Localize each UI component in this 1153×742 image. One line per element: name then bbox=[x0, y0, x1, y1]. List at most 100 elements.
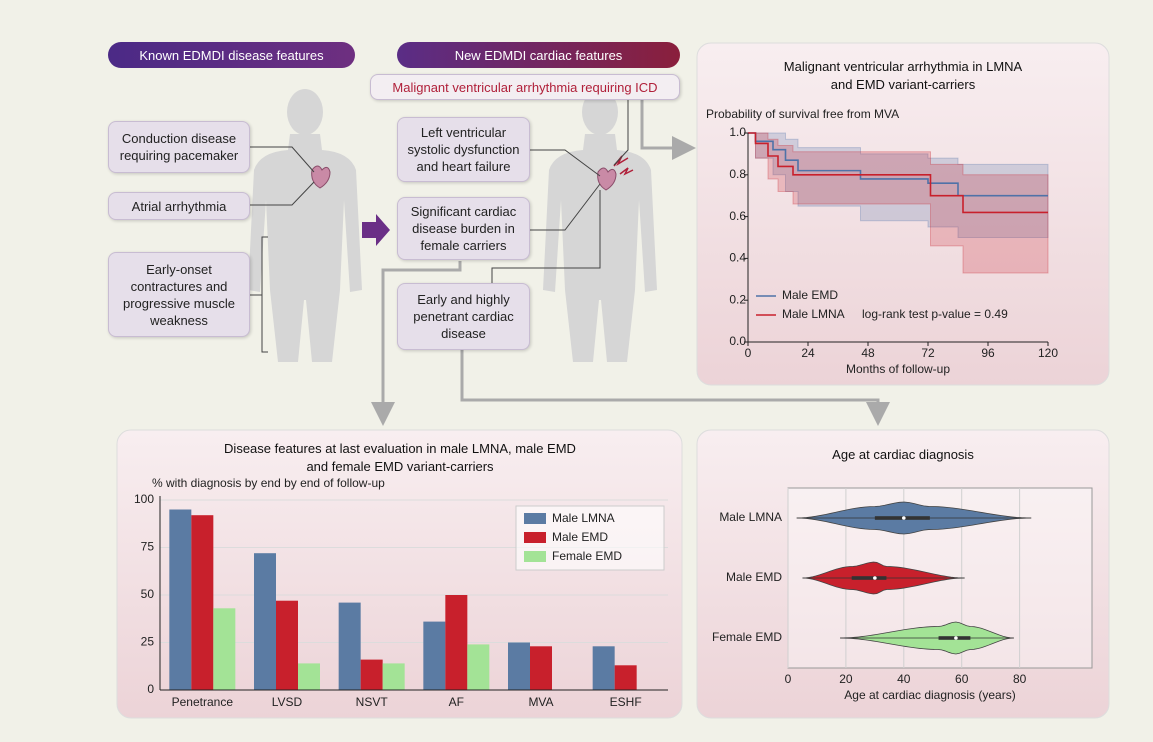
legend-swatch bbox=[524, 513, 546, 524]
y-tick-label: 0.2 bbox=[729, 292, 746, 306]
legend-label: Female EMD bbox=[552, 549, 622, 563]
x-axis-label: Months of follow-up bbox=[846, 362, 950, 376]
x-tick-label: 24 bbox=[801, 346, 815, 360]
arrow bbox=[640, 100, 696, 160]
connector bbox=[491, 190, 601, 283]
legend-swatch bbox=[524, 551, 546, 562]
connector bbox=[530, 149, 601, 177]
x-tick-label: 0 bbox=[785, 672, 792, 686]
y-tick-label: 0.4 bbox=[729, 251, 746, 265]
x-tick-label: 48 bbox=[861, 346, 875, 360]
x-tick-label: 72 bbox=[921, 346, 935, 360]
median bbox=[954, 636, 958, 640]
bar bbox=[614, 665, 637, 690]
y-tick-label: 100 bbox=[134, 492, 154, 506]
bar bbox=[213, 608, 236, 690]
median bbox=[873, 576, 877, 580]
x-tick-label: 40 bbox=[897, 672, 911, 686]
survival-line bbox=[748, 132, 1048, 197]
bar bbox=[169, 509, 192, 690]
connector bbox=[613, 100, 629, 166]
bar bbox=[191, 515, 214, 690]
x-tick-label: NSVT bbox=[356, 695, 389, 709]
survival-line bbox=[748, 132, 1048, 214]
y-tick-label: 0.8 bbox=[729, 167, 746, 181]
y-tick-label: 75 bbox=[141, 540, 155, 554]
legend-label: Male LMNA bbox=[782, 307, 845, 321]
x-tick-label: 20 bbox=[839, 672, 853, 686]
connector bbox=[530, 183, 601, 231]
feature-box: Atrial arrhythmia bbox=[108, 192, 250, 220]
y-tick-label: 0.6 bbox=[729, 209, 746, 223]
category-label: Male EMD bbox=[726, 570, 782, 584]
bar bbox=[360, 659, 383, 690]
ci-band bbox=[748, 132, 1049, 274]
feature-box: Early and highly penetrant cardiac disea… bbox=[397, 283, 530, 350]
y-axis-label: % with diagnosis by end by end of follow… bbox=[152, 476, 385, 490]
legend-label: Male LMNA bbox=[552, 511, 615, 525]
bar bbox=[508, 642, 530, 690]
y-tick-label: 0 bbox=[147, 682, 154, 696]
iqr-box bbox=[851, 576, 887, 580]
arrow bbox=[371, 261, 462, 426]
legend-swatch bbox=[524, 532, 546, 543]
arrows bbox=[371, 100, 890, 426]
connectors bbox=[250, 100, 629, 353]
feature-box: Conduction disease requiring pacemaker bbox=[108, 121, 250, 173]
legend-label: Male EMD bbox=[552, 530, 608, 544]
y-tick-label: 25 bbox=[141, 635, 155, 649]
bar bbox=[592, 646, 615, 690]
x-tick-label: LVSD bbox=[272, 695, 303, 709]
purple-arrow bbox=[362, 214, 390, 246]
bar bbox=[423, 621, 446, 690]
x-axis-label: Age at cardiac diagnosis (years) bbox=[844, 688, 1015, 702]
header-new: New EDMDI cardiac features bbox=[397, 42, 680, 68]
chart-title: Malignant ventricular arrhythmia in LMNA… bbox=[783, 59, 1023, 92]
header-known: Known EDMDI disease features bbox=[108, 42, 355, 68]
y-tick-label: 50 bbox=[141, 587, 155, 601]
x-tick-label: AF bbox=[449, 695, 464, 709]
chart-title: Disease features at last evaluation in m… bbox=[224, 441, 576, 474]
arrow bbox=[460, 350, 890, 426]
bar bbox=[338, 602, 361, 690]
feature-box: Left ventricular systolic dysfunction an… bbox=[397, 117, 530, 182]
heart bbox=[311, 165, 331, 189]
ci-band bbox=[748, 132, 1049, 238]
x-tick-label: ESHF bbox=[610, 695, 642, 709]
y-tick-label: 1.0 bbox=[729, 125, 746, 139]
feature-box: Early-onset contractures and progressive… bbox=[108, 252, 250, 337]
head bbox=[287, 89, 323, 135]
bar bbox=[298, 663, 320, 690]
body bbox=[248, 134, 362, 362]
x-tick-label: Penetrance bbox=[172, 695, 234, 709]
connector bbox=[250, 146, 315, 173]
x-tick-label: 96 bbox=[981, 346, 995, 360]
y-tick-label: 0.0 bbox=[729, 334, 746, 348]
x-tick-label: 0 bbox=[745, 346, 752, 360]
median bbox=[902, 516, 906, 520]
bar bbox=[276, 600, 298, 690]
panel bbox=[696, 42, 1110, 386]
bar bbox=[382, 663, 405, 690]
mva-label: Malignant ventricular arrhythmia requiri… bbox=[370, 74, 680, 100]
bar bbox=[254, 553, 276, 690]
x-tick-label: MVA bbox=[528, 695, 553, 709]
category-label: Male LMNA bbox=[719, 510, 782, 524]
annotation: log-rank test p-value = 0.49 bbox=[862, 307, 1008, 321]
bar bbox=[467, 644, 490, 690]
legend-label: Male EMD bbox=[782, 288, 838, 302]
connector bbox=[250, 181, 315, 206]
bar bbox=[445, 595, 468, 690]
chart-title: Age at cardiac diagnosis bbox=[832, 447, 974, 462]
x-tick-label: 120 bbox=[1038, 346, 1058, 360]
bracket bbox=[250, 236, 268, 353]
feature-box: Significant cardiac disease burden in fe… bbox=[397, 197, 530, 260]
y-axis-label: Probability of survival free from MVA bbox=[706, 107, 899, 121]
x-tick-label: 80 bbox=[1013, 672, 1027, 686]
silhouettes bbox=[248, 89, 657, 362]
x-tick-label: 60 bbox=[955, 672, 969, 686]
heart bbox=[597, 167, 617, 191]
category-label: Female EMD bbox=[712, 630, 782, 644]
